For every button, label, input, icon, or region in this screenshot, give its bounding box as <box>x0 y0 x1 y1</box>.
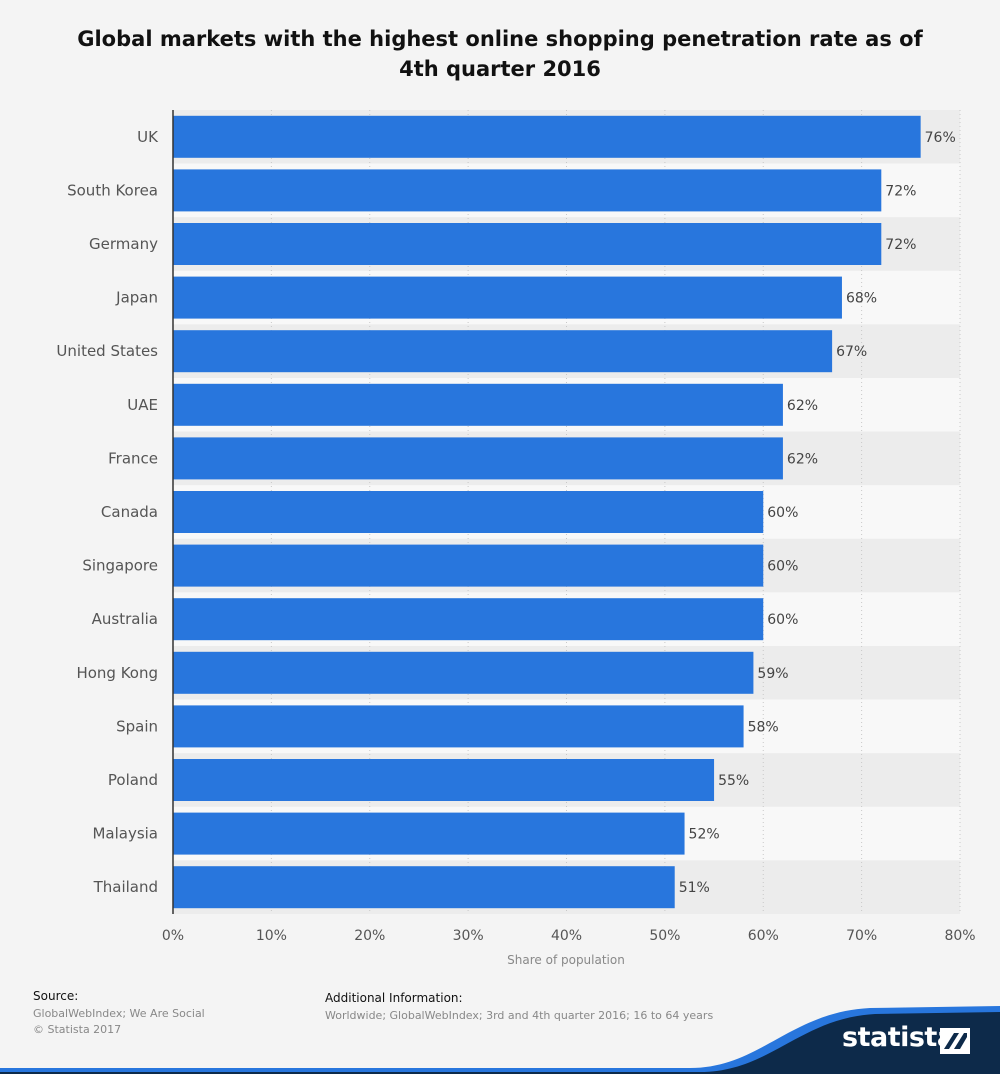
value-label: 51% <box>679 880 710 896</box>
value-label: 76% <box>925 130 956 146</box>
bar[interactable] <box>173 169 882 212</box>
category-label: South Korea <box>67 181 158 199</box>
bar[interactable] <box>173 598 764 641</box>
value-label: 67% <box>836 344 867 360</box>
value-label: 60% <box>767 559 798 575</box>
category-label: Japan <box>115 289 158 307</box>
additional-info-block: Additional Information: Worldwide; Globa… <box>325 991 725 1024</box>
additional-info-heading: Additional Information: <box>325 991 463 1005</box>
category-label: Germany <box>89 235 158 253</box>
bar[interactable] <box>173 383 783 426</box>
category-label: UK <box>137 128 159 146</box>
x-tick-label: 10% <box>256 928 287 944</box>
value-label: 60% <box>767 505 798 521</box>
copyright-text: © Statista 2017 <box>33 1023 122 1036</box>
bar[interactable] <box>173 866 675 909</box>
bar[interactable] <box>173 651 754 694</box>
category-label: UAE <box>127 396 158 414</box>
category-labels: UK South Korea Germany Japan United States UA… <box>56 128 159 896</box>
bar[interactable] <box>173 276 842 319</box>
value-label: 62% <box>787 451 818 467</box>
x-tick-label: 70% <box>846 928 877 944</box>
category-label: Spain <box>116 717 158 735</box>
chart-title: Global markets with the highest online s… <box>77 27 923 81</box>
source-text: GlobalWebIndex; We Are Social <box>33 1007 205 1020</box>
value-label: 72% <box>885 183 916 199</box>
x-tick-labels: 0% 10% 20% 30% 40% 50% 60% 70% 80% <box>162 928 976 944</box>
value-label: 59% <box>757 666 788 682</box>
category-label: Hong Kong <box>76 664 158 682</box>
statista-wordmark[interactable]: statista <box>842 1022 955 1053</box>
source-block: Source: GlobalWebIndex; We Are Social © … <box>33 989 273 1038</box>
value-label: 60% <box>767 612 798 628</box>
brand-wave-accent <box>0 1006 1000 1074</box>
category-label: Thailand <box>93 878 158 896</box>
x-tick-label: 40% <box>551 928 582 944</box>
category-label: France <box>108 449 158 467</box>
bar[interactable] <box>173 223 882 265</box>
category-label: United States <box>56 342 158 360</box>
statista-logo-icon[interactable] <box>940 1028 970 1054</box>
category-label: Australia <box>92 610 158 628</box>
value-label: 72% <box>885 237 916 253</box>
value-labels: 76% 72% 72% 68% 67% 62% 62% 60% 60% 60% 59% 58% 55% 5… <box>679 130 956 896</box>
x-tick-label: 80% <box>944 928 975 944</box>
value-label: 58% <box>748 719 779 735</box>
value-label: 68% <box>846 291 877 307</box>
category-label: Canada <box>101 503 158 521</box>
bar[interactable] <box>173 115 921 158</box>
bar[interactable] <box>173 491 764 533</box>
bars <box>173 115 921 909</box>
brand-wave-dark <box>0 1012 1000 1074</box>
category-label: Poland <box>108 771 158 789</box>
bar[interactable] <box>173 759 715 801</box>
x-tick-label: 30% <box>453 928 484 944</box>
bar[interactable] <box>173 705 744 748</box>
source-heading: Source: <box>33 989 79 1003</box>
x-tick-label: 20% <box>354 928 385 944</box>
additional-info-text: Worldwide; GlobalWebIndex; 3rd and 4th q… <box>325 1009 714 1022</box>
x-tick-label: 60% <box>748 928 779 944</box>
category-label: Singapore <box>82 557 158 575</box>
bar[interactable] <box>173 544 764 587</box>
bar[interactable] <box>173 330 833 373</box>
bar[interactable] <box>173 437 783 480</box>
x-tick-label: 0% <box>162 928 184 944</box>
bar-chart: UK South Korea Germany Japan United States UA… <box>56 110 976 967</box>
x-axis-title: Share of population <box>507 953 625 967</box>
bar[interactable] <box>173 812 685 855</box>
x-tick-label: 50% <box>649 928 680 944</box>
value-label: 52% <box>689 827 720 843</box>
value-label: 55% <box>718 773 749 789</box>
value-label: 62% <box>787 398 818 414</box>
category-label: Malaysia <box>92 825 158 843</box>
